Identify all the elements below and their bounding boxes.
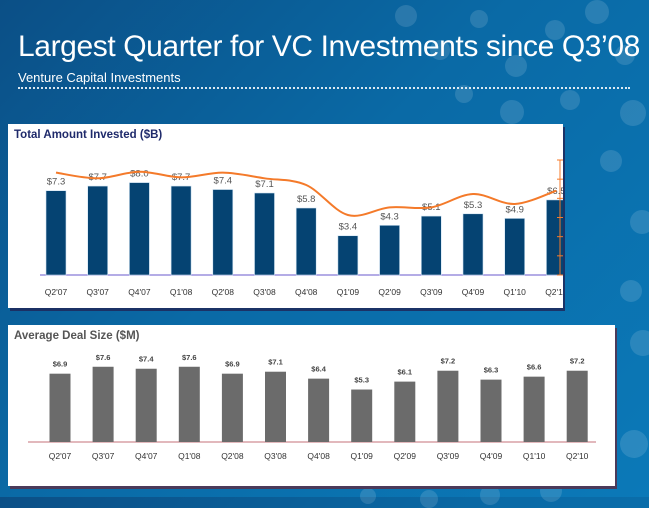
- x-tick-label: Q4'08: [307, 451, 330, 461]
- slide-subtitle: Venture Capital Investments: [18, 70, 630, 89]
- amount-data-label: $3.4: [339, 222, 358, 233]
- amount-bar: [255, 193, 275, 275]
- x-tick-label: Q2'09: [378, 287, 401, 297]
- background-dot: [620, 430, 648, 458]
- amount-bar: [463, 214, 483, 275]
- deal-size-bar: [394, 382, 415, 442]
- background-dot: [630, 210, 649, 234]
- amount-bar: [421, 216, 441, 275]
- x-tick-label: Q3'08: [264, 451, 287, 461]
- x-tick-label: Q3'08: [253, 287, 276, 297]
- x-tick-label: Q1'10: [523, 451, 546, 461]
- deal-size-data-label: $6.4: [311, 365, 326, 374]
- deal-size-data-label: $6.6: [527, 363, 542, 372]
- amount-bar: [171, 186, 191, 275]
- average-deal-size-plot: $6.9 Q2'07 $7.6 Q3'07 $7.4 Q4'07 $7.6 Q1'08 $6.9…: [8, 325, 615, 486]
- x-tick-label: Q2'10: [545, 287, 563, 297]
- deal-size-data-label: $6.1: [397, 368, 412, 377]
- background-dot: [360, 488, 376, 504]
- background-dot: [585, 0, 609, 24]
- deal-size-bar: [351, 390, 372, 442]
- deal-size-data-label: $7.6: [182, 353, 197, 362]
- deal-size-bar: [524, 377, 545, 442]
- amount-data-label: $7.1: [255, 179, 274, 190]
- deal-size-bar: [481, 380, 502, 442]
- x-tick-label: Q3'07: [92, 451, 115, 461]
- deal-size-data-label: $5.3: [354, 376, 369, 385]
- amount-data-label: $8.0: [130, 169, 149, 180]
- deal-size-data-label: $7.2: [570, 357, 585, 366]
- x-tick-label: Q4'09: [480, 451, 503, 461]
- x-tick-label: Q4'07: [135, 451, 158, 461]
- amount-bar: [546, 200, 563, 275]
- x-tick-label: Q2'10: [566, 451, 589, 461]
- amount-bar: [338, 236, 358, 275]
- amount-bar: [296, 208, 316, 275]
- x-tick-label: Q1'10: [503, 287, 526, 297]
- background-dot: [500, 100, 524, 124]
- deal-size-data-label: $6.9: [225, 360, 240, 369]
- amount-bar: [380, 225, 400, 275]
- x-tick-label: Q2'08: [221, 451, 244, 461]
- deal-size-data-label: $6.9: [53, 360, 68, 369]
- x-tick-label: Q2'08: [212, 287, 235, 297]
- amount-data-label: $5.3: [464, 200, 483, 211]
- deal-size-data-label: $7.4: [139, 355, 154, 364]
- amount-bar: [505, 218, 525, 275]
- background-dot: [395, 5, 417, 27]
- background-dot: [480, 485, 500, 505]
- amount-data-label: $4.3: [380, 211, 399, 222]
- background-dot: [630, 330, 649, 356]
- deal-size-bar: [437, 371, 458, 442]
- amount-data-label: $7.3: [47, 177, 66, 188]
- x-tick-label: Q1'08: [170, 287, 193, 297]
- background-dot: [620, 280, 642, 302]
- x-tick-label: Q3'09: [420, 287, 443, 297]
- deal-size-bar: [93, 367, 114, 442]
- x-tick-label: Q1'08: [178, 451, 201, 461]
- x-tick-label: Q1'09: [350, 451, 373, 461]
- background-dot: [600, 150, 622, 172]
- deal-size-bar: [50, 374, 71, 442]
- amount-bar: [213, 190, 233, 275]
- amount-data-label: $7.4: [214, 176, 233, 187]
- background-dot: [470, 10, 488, 28]
- deal-size-bar: [136, 369, 157, 442]
- deal-size-bar: [179, 367, 200, 442]
- deal-size-bar: [265, 372, 286, 442]
- x-tick-label: Q1'09: [337, 287, 360, 297]
- deal-size-data-label: $7.2: [441, 357, 456, 366]
- deal-size-data-label: $7.1: [268, 358, 283, 367]
- amount-bar: [46, 191, 66, 275]
- total-amount-invested-plot: $7.3Q2'07$7.7Q3'07$8.0Q4'07$7.7Q1'08$7.4…: [8, 124, 563, 308]
- deal-size-bar: [308, 379, 329, 442]
- deal-size-bar: [222, 374, 243, 442]
- x-tick-label: Q2'07: [45, 287, 68, 297]
- x-tick-label: Q2'09: [394, 451, 417, 461]
- x-tick-label: Q4'07: [128, 287, 151, 297]
- slide-title: Largest Quarter for VC Investments since…: [18, 30, 640, 64]
- x-tick-label: Q3'09: [437, 451, 460, 461]
- background-dot: [420, 490, 438, 508]
- x-tick-label: Q3'07: [86, 287, 109, 297]
- background-dot: [620, 100, 646, 126]
- deal-size-data-label: $7.6: [96, 353, 111, 362]
- amount-bar: [129, 183, 149, 275]
- background-dot: [560, 90, 580, 110]
- deal-size-bar: [567, 371, 588, 442]
- amount-bar: [88, 186, 108, 275]
- x-tick-label: Q4'08: [295, 287, 318, 297]
- amount-data-label: $5.8: [297, 194, 316, 205]
- x-tick-label: Q4'09: [462, 287, 485, 297]
- amount-data-label: $4.9: [505, 204, 524, 215]
- x-tick-label: Q2'07: [49, 451, 72, 461]
- deal-size-data-label: $6.3: [484, 366, 499, 375]
